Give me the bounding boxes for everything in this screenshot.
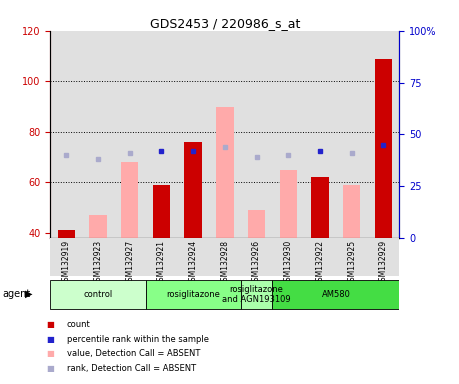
Text: value, Detection Call = ABSENT: value, Detection Call = ABSENT (67, 349, 200, 358)
Text: ▶: ▶ (25, 289, 33, 299)
Bar (114, 238, 146, 276)
Bar (121, 162, 139, 238)
Bar (304, 238, 336, 276)
Text: GSM132930: GSM132930 (284, 240, 293, 286)
Bar (336, 31, 368, 238)
Bar (209, 238, 241, 276)
Bar (368, 31, 399, 238)
Text: GSM132928: GSM132928 (220, 240, 230, 286)
Text: GSM132922: GSM132922 (315, 240, 325, 286)
Text: GSM132924: GSM132924 (189, 240, 198, 286)
Bar (273, 238, 304, 276)
Text: control: control (84, 290, 112, 299)
Text: percentile rank within the sample: percentile rank within the sample (67, 334, 208, 344)
Bar (114, 31, 146, 238)
Text: GSM132919: GSM132919 (62, 240, 71, 286)
Text: rosiglitazone
and AGN193109: rosiglitazone and AGN193109 (222, 285, 291, 305)
Bar (146, 238, 177, 276)
Bar (241, 31, 273, 238)
Title: GDS2453 / 220986_s_at: GDS2453 / 220986_s_at (150, 17, 300, 30)
Text: GSM132921: GSM132921 (157, 240, 166, 286)
Bar (209, 31, 241, 238)
FancyBboxPatch shape (50, 280, 146, 310)
Bar (304, 31, 336, 238)
Bar (50, 31, 82, 238)
Bar (375, 58, 392, 238)
Bar (146, 31, 177, 238)
Text: rank, Detection Call = ABSENT: rank, Detection Call = ABSENT (67, 364, 196, 373)
Text: GSM132927: GSM132927 (125, 240, 134, 286)
Bar (248, 210, 265, 238)
Text: ■: ■ (46, 334, 54, 344)
Text: ■: ■ (46, 364, 54, 373)
Bar (82, 31, 114, 238)
Text: GSM132926: GSM132926 (252, 240, 261, 286)
Text: agent: agent (2, 289, 31, 299)
Bar (50, 238, 82, 276)
Bar (343, 185, 360, 238)
Bar (58, 230, 75, 238)
Bar (177, 238, 209, 276)
Text: ■: ■ (46, 320, 54, 329)
Text: AM580: AM580 (321, 290, 350, 299)
FancyBboxPatch shape (273, 280, 399, 310)
FancyBboxPatch shape (241, 280, 273, 310)
FancyBboxPatch shape (146, 280, 241, 310)
Bar (153, 185, 170, 238)
Bar (273, 31, 304, 238)
Bar (280, 170, 297, 238)
Bar (336, 238, 368, 276)
Bar (185, 142, 202, 238)
Text: rosiglitazone: rosiglitazone (166, 290, 220, 299)
Bar (90, 215, 107, 238)
Bar (58, 230, 75, 238)
Bar (82, 238, 114, 276)
Bar (241, 238, 273, 276)
Bar (311, 177, 329, 238)
Text: count: count (67, 320, 90, 329)
Bar (368, 238, 399, 276)
Bar (216, 107, 234, 238)
Text: GSM132925: GSM132925 (347, 240, 356, 286)
Text: ■: ■ (46, 349, 54, 358)
Text: GSM132923: GSM132923 (94, 240, 102, 286)
Text: GSM132929: GSM132929 (379, 240, 388, 286)
Bar (177, 31, 209, 238)
